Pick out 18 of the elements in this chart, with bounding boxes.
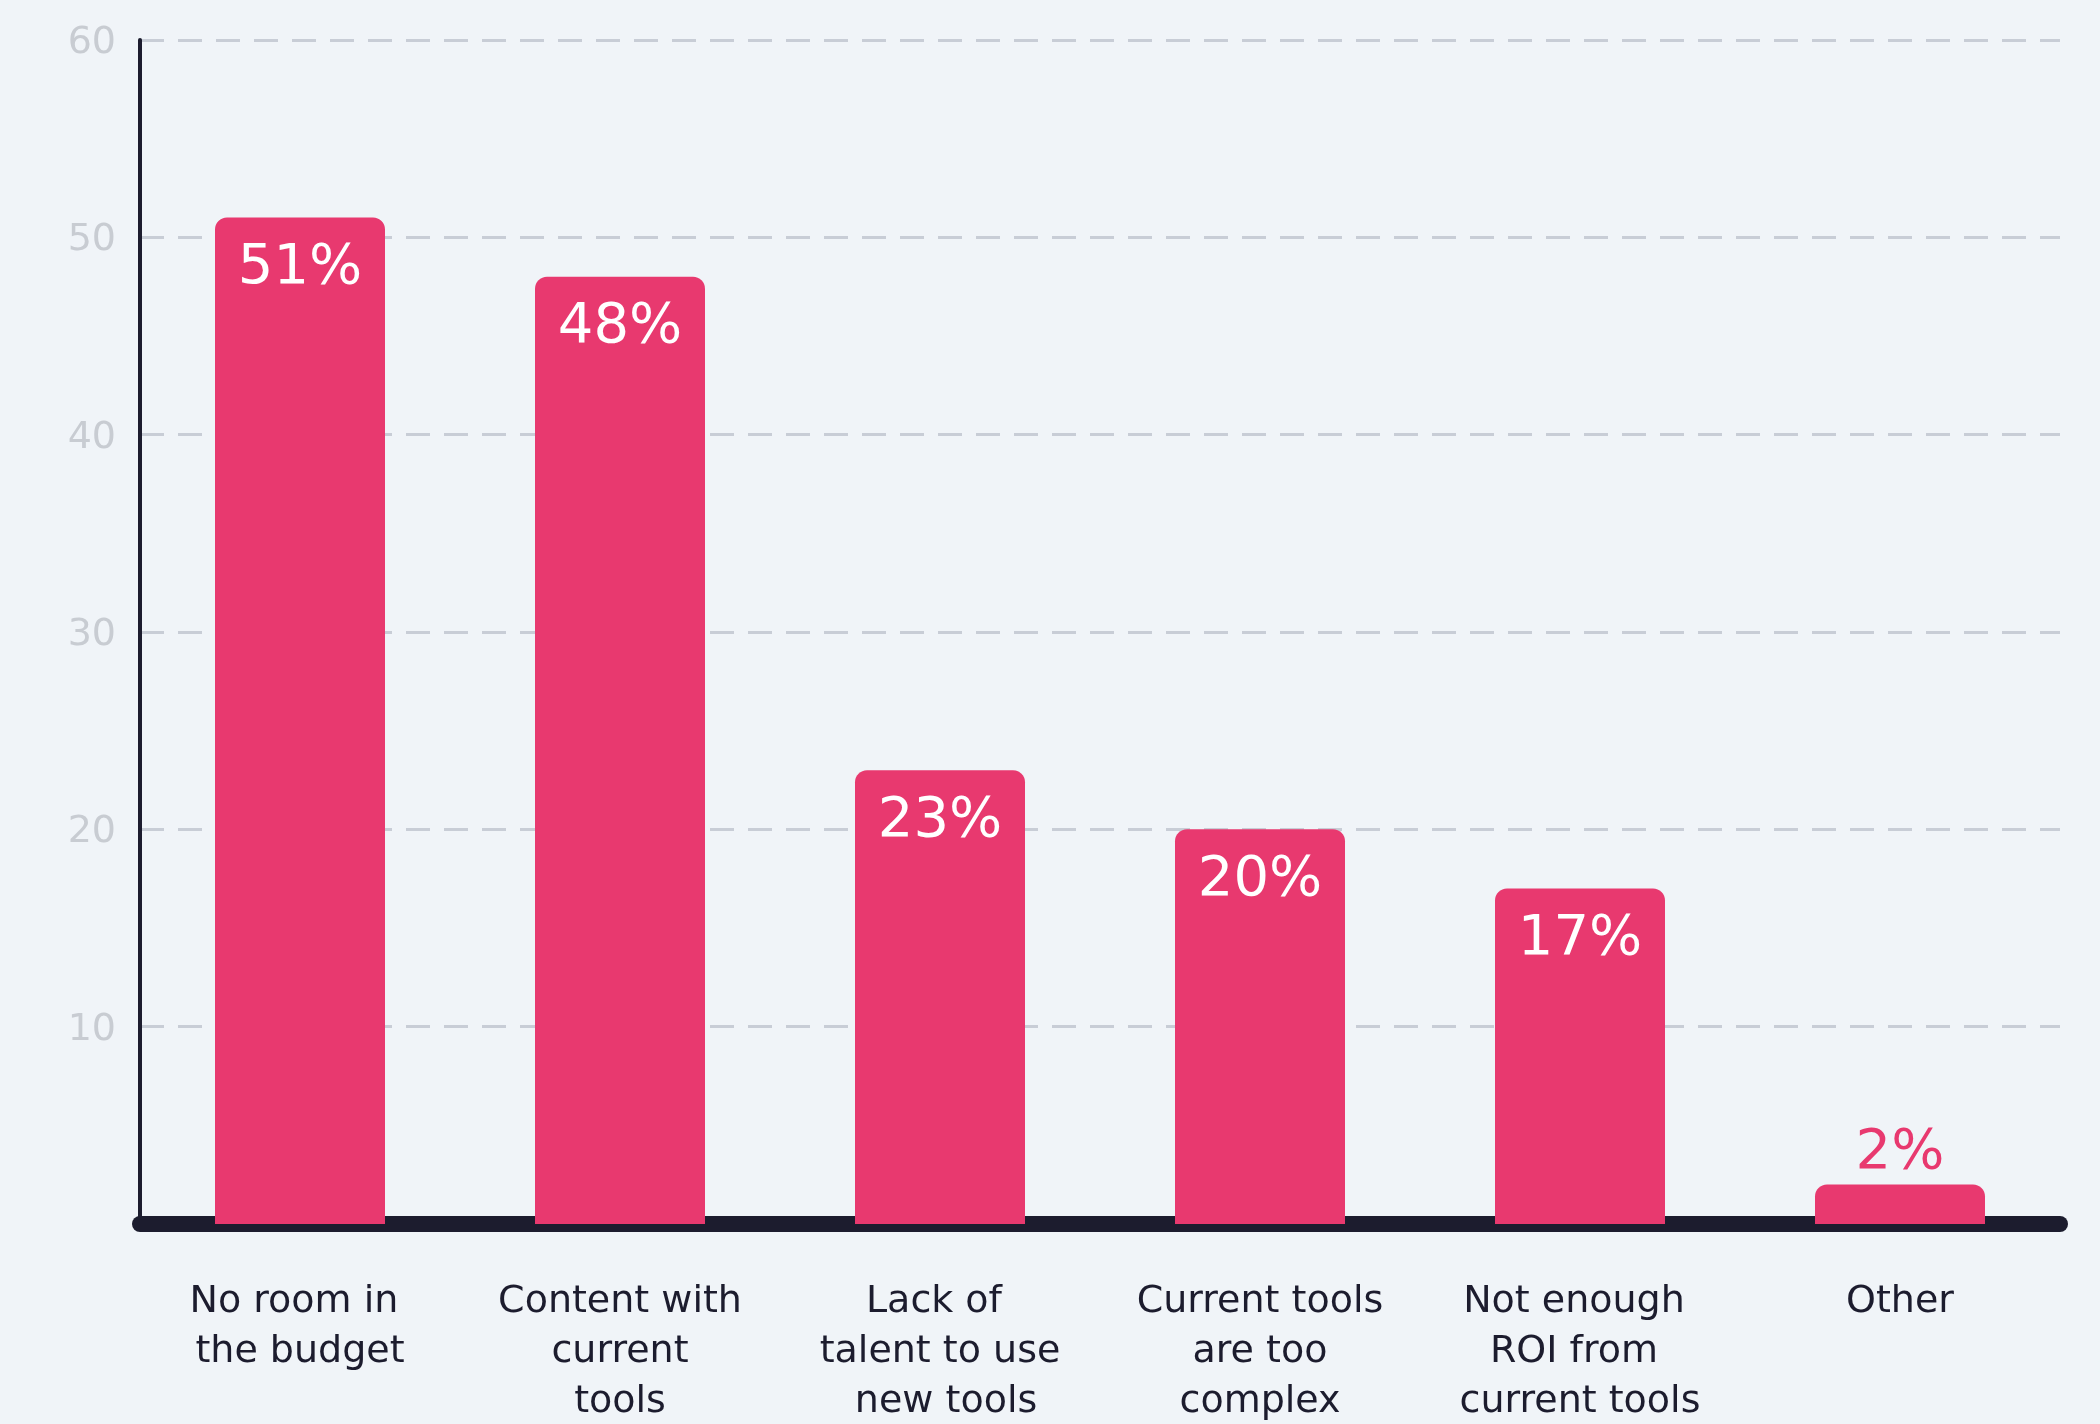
bar xyxy=(535,276,705,1224)
bar xyxy=(855,770,1025,1224)
bar xyxy=(1815,1184,1985,1224)
data-label: 23% xyxy=(877,783,1003,849)
data-label: 48% xyxy=(557,290,683,356)
data-label: 2% xyxy=(1855,1116,1945,1182)
x-tick-label: No room in the budget xyxy=(189,1277,411,1371)
bar xyxy=(1175,829,1345,1224)
bar xyxy=(1495,888,1665,1224)
x-tick-label: Content with current tools xyxy=(498,1277,742,1421)
data-label: 17% xyxy=(1517,902,1643,968)
x-tick-label: Not enough ROI from current tools xyxy=(1459,1277,1701,1421)
x-tick-label: Other xyxy=(1846,1277,1955,1321)
x-tick-label: Current tools are too complex xyxy=(1136,1277,1384,1421)
data-label: 51% xyxy=(237,231,363,297)
data-label: 20% xyxy=(1197,842,1323,908)
bar xyxy=(215,217,385,1224)
x-tick-label: Lack of talent to use new tools xyxy=(819,1277,1061,1421)
